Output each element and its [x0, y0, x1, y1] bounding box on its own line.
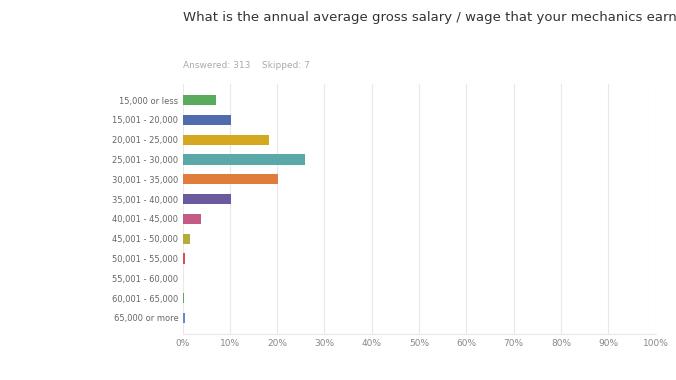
Bar	[183, 135, 268, 145]
Bar	[183, 154, 305, 165]
Bar	[183, 313, 185, 323]
Text: What is the annual average gross salary / wage that your mechanics earn?: What is the annual average gross salary …	[183, 11, 676, 24]
Bar	[183, 253, 185, 264]
Bar	[183, 115, 231, 125]
Bar	[183, 174, 278, 184]
Bar	[183, 95, 216, 105]
Bar	[183, 234, 190, 244]
Bar	[183, 293, 184, 303]
Bar	[183, 214, 201, 224]
Text: Answered: 313    Skipped: 7: Answered: 313 Skipped: 7	[183, 61, 310, 70]
Bar	[183, 194, 231, 204]
